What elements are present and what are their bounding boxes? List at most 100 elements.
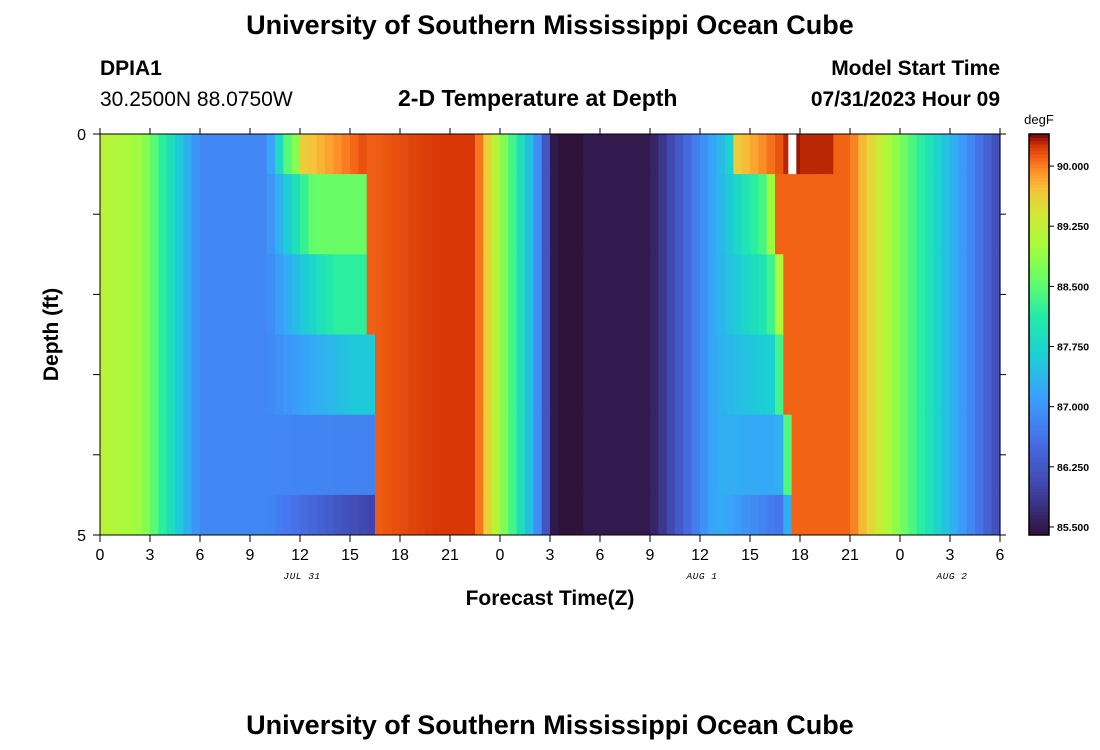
colorbar-swatch bbox=[1029, 264, 1049, 269]
heatmap-cell bbox=[208, 174, 218, 255]
heatmap-cell bbox=[116, 254, 126, 335]
colorbar-swatch bbox=[1029, 448, 1049, 452]
heatmap-cell bbox=[766, 334, 776, 416]
heatmap-cell bbox=[516, 494, 526, 536]
date-label: AUG 1 bbox=[685, 571, 717, 582]
colorbar-swatch bbox=[1029, 217, 1049, 222]
heatmap-cell bbox=[666, 174, 676, 255]
heatmap-cell bbox=[833, 494, 843, 536]
heatmap-cell bbox=[791, 174, 801, 255]
colorbar-swatch bbox=[1029, 488, 1049, 493]
colorbar-swatch bbox=[1029, 441, 1049, 446]
colorbar-frame bbox=[1028, 133, 1050, 536]
heatmap-cell bbox=[875, 414, 884, 496]
heatmap-cell bbox=[416, 254, 426, 335]
colorbar-swatch bbox=[1029, 137, 1049, 142]
heatmap-cell bbox=[525, 254, 534, 335]
heatmap-cell bbox=[933, 134, 943, 175]
colorbar-swatch bbox=[1029, 197, 1049, 202]
heatmap-cell bbox=[458, 174, 468, 255]
heatmap-cell bbox=[866, 334, 876, 416]
heatmap-cell bbox=[366, 254, 376, 335]
heatmap-cell bbox=[583, 334, 593, 416]
heatmap-cell bbox=[641, 254, 651, 335]
heatmap-cell bbox=[500, 334, 509, 416]
heatmap-cell bbox=[733, 174, 743, 255]
heatmap-cell bbox=[808, 494, 818, 536]
colorbar-swatch bbox=[1029, 414, 1049, 419]
heatmap-cell bbox=[741, 334, 751, 416]
y-axis-label: Depth (ft) bbox=[40, 288, 63, 381]
heatmap-cell bbox=[866, 174, 876, 255]
heatmap-cell bbox=[608, 334, 618, 416]
heatmap-cell bbox=[566, 414, 576, 496]
heatmap-cell bbox=[808, 134, 818, 175]
heatmap-cell bbox=[983, 494, 993, 536]
heatmap-cell bbox=[383, 494, 393, 536]
heatmap-cell bbox=[266, 414, 276, 496]
heatmap-cell bbox=[650, 414, 659, 496]
colorbar-swatch bbox=[1029, 344, 1049, 349]
heatmap-cell bbox=[250, 254, 259, 335]
heatmap-cell bbox=[958, 134, 968, 175]
heatmap-cell bbox=[983, 134, 993, 175]
heatmap-cell bbox=[550, 334, 559, 416]
colorbar-swatch bbox=[1029, 434, 1049, 439]
colorbar-swatch bbox=[1029, 351, 1049, 356]
colorbar-swatch bbox=[1029, 464, 1049, 469]
heatmap-cell bbox=[916, 334, 926, 416]
heatmap-cell bbox=[375, 134, 384, 175]
heatmap-cell bbox=[750, 334, 759, 416]
heatmap-cell bbox=[675, 334, 684, 416]
heatmap-cell bbox=[708, 254, 718, 335]
heatmap-cell bbox=[100, 174, 109, 255]
heatmap-cell bbox=[341, 254, 351, 335]
heatmap-cell bbox=[150, 174, 159, 255]
heatmap-cell bbox=[775, 494, 784, 536]
heatmap-cell bbox=[600, 494, 609, 536]
heatmap-cell bbox=[183, 254, 193, 335]
heatmap-cell bbox=[191, 134, 201, 175]
heatmap-cell bbox=[483, 174, 493, 255]
heatmap-cell bbox=[291, 414, 301, 496]
heatmap-cell bbox=[675, 134, 684, 175]
heatmap-cell bbox=[891, 334, 901, 416]
heatmap-cell bbox=[241, 134, 251, 175]
heatmap-cell bbox=[550, 134, 559, 175]
heatmap-cell bbox=[400, 134, 409, 175]
heatmap-cell bbox=[466, 254, 476, 335]
model-start-label: Model Start Time bbox=[831, 57, 1000, 80]
colorbar-swatch bbox=[1029, 514, 1049, 519]
heatmap-cells bbox=[100, 134, 1001, 536]
heatmap-cell bbox=[500, 254, 509, 335]
colorbar-swatch bbox=[1029, 341, 1049, 346]
heatmap-cell bbox=[800, 414, 809, 496]
heatmap-cell bbox=[616, 494, 626, 536]
heatmap-cell bbox=[650, 134, 659, 175]
heatmap-cell bbox=[283, 494, 293, 536]
heatmap-cell bbox=[608, 134, 618, 175]
colorbar-swatch bbox=[1029, 287, 1049, 292]
missing-data-cell bbox=[788, 134, 797, 175]
heatmap-cell bbox=[316, 494, 326, 536]
heatmap-cell bbox=[683, 174, 693, 255]
colorbar-tick-label: 90.000 bbox=[1057, 161, 1089, 173]
colorbar-swatch bbox=[1029, 401, 1049, 406]
colorbar-swatch bbox=[1029, 444, 1049, 449]
colorbar-swatch bbox=[1029, 397, 1049, 402]
heatmap-cell bbox=[666, 134, 676, 175]
heatmap-cell bbox=[675, 254, 684, 335]
heatmap-cell bbox=[391, 334, 401, 416]
heatmap-cell bbox=[350, 134, 359, 175]
heatmap-cell bbox=[683, 254, 693, 335]
heatmap-cell bbox=[300, 134, 309, 175]
heatmap-cell bbox=[141, 134, 151, 175]
colorbar-swatch bbox=[1029, 240, 1049, 245]
colorbar-swatch bbox=[1029, 291, 1049, 295]
heatmap-cell bbox=[116, 414, 126, 496]
heatmap-cell bbox=[533, 254, 543, 335]
heatmap-cell bbox=[466, 494, 476, 536]
heatmap-cell bbox=[258, 494, 268, 536]
heatmap-cell bbox=[508, 334, 518, 416]
heatmap-cell bbox=[783, 334, 793, 416]
